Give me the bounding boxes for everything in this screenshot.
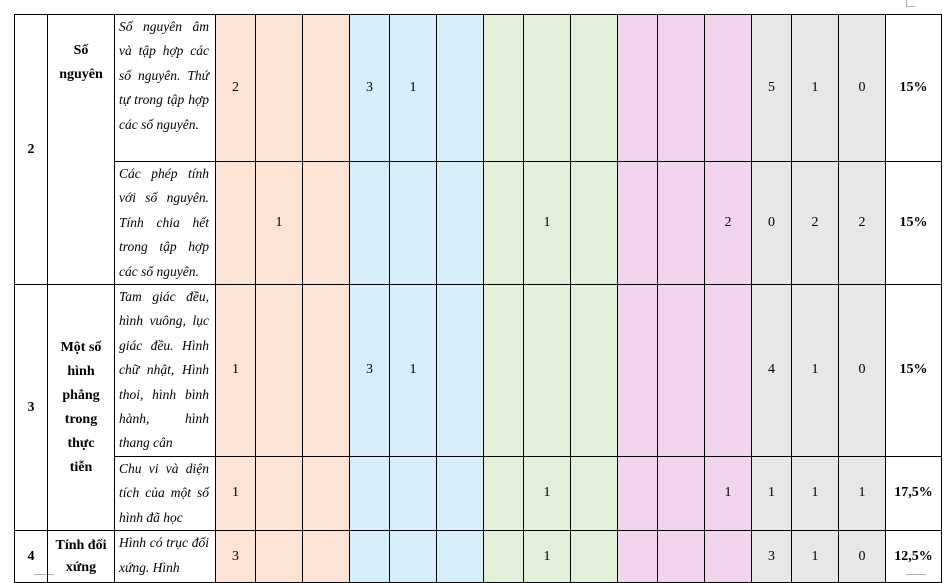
count-cell (617, 455, 658, 532)
count-cell (436, 284, 484, 457)
table-row: 2 Số nguyên Số nguyên âm và tập hợp các số… (14, 13, 942, 286)
count-cell (255, 455, 303, 532)
count-cell (657, 530, 705, 583)
count-cell: 1 (215, 455, 256, 532)
count-cell: 3 (215, 530, 256, 583)
count-cell: 4 (751, 284, 792, 457)
count-cell: 2 (704, 160, 752, 286)
count-cell (349, 160, 390, 286)
table-row: 4 Tính đối xứng Hình có trục đối xứng. Hìn… (14, 530, 942, 583)
count-cell: 2 (791, 160, 839, 286)
table-row: 3 Một số hình phẳng trong thực tiễn Tam gi… (14, 284, 942, 532)
count-cell (570, 284, 618, 457)
assessment-matrix-table: 2 Số nguyên Số nguyên âm và tập hợp các số… (14, 13, 942, 583)
count-cell (570, 530, 618, 583)
count-cell: 2 (215, 14, 256, 162)
count-cell (617, 160, 658, 286)
count-cell (704, 530, 752, 583)
count-cell: 1 (389, 14, 437, 162)
count-cell: 1 (751, 455, 792, 532)
count-cell: 3 (349, 14, 390, 162)
page-corner-mark (906, 0, 915, 7)
content-cell: Các phép tính với số nguyên. Tính chia h… (114, 160, 216, 286)
count-cell: 5 (751, 14, 792, 162)
topic-cell: Tính đối xứng (47, 530, 115, 583)
count-cell: 1 (791, 530, 839, 583)
percent-cell: 15% (885, 284, 942, 457)
percent-cell: 12,5% (885, 530, 942, 583)
count-cell: 1 (791, 14, 839, 162)
count-cell (302, 160, 350, 286)
count-cell: 1 (523, 160, 571, 286)
content-cell: Chu vi và diện tích của một số hình đã h… (114, 455, 216, 532)
count-cell (255, 530, 303, 583)
count-cell (302, 284, 350, 457)
count-cell (483, 284, 524, 457)
content-cell: Hình có trục đối xứng. Hình (114, 530, 216, 583)
count-cell: 1 (791, 455, 839, 532)
count-cell (302, 14, 350, 162)
count-cell (255, 14, 303, 162)
percent-cell: 17,5% (885, 455, 942, 532)
topic-cell: Một số hình phẳng trong thực tiễn (47, 284, 115, 532)
count-cell: 0 (838, 284, 886, 457)
count-cell (617, 530, 658, 583)
content-cell: Tam giác đều, hình vuông, lục giác đều. … (114, 284, 216, 457)
count-cell (704, 284, 752, 457)
count-cell: 1 (704, 455, 752, 532)
row-number: 3 (14, 284, 48, 532)
count-cell (302, 530, 350, 583)
count-cell (704, 14, 752, 162)
count-cell: 0 (838, 14, 886, 162)
count-cell: 0 (751, 160, 792, 286)
count-cell (389, 530, 437, 583)
count-cell (436, 455, 484, 532)
count-cell (255, 284, 303, 457)
count-cell (657, 14, 705, 162)
count-cell: 1 (838, 455, 886, 532)
count-cell (570, 14, 618, 162)
count-cell: 0 (838, 530, 886, 583)
count-cell: 3 (751, 530, 792, 583)
count-cell: 1 (523, 455, 571, 532)
percent-cell: 15% (885, 160, 942, 286)
count-cell (657, 284, 705, 457)
count-cell (657, 455, 705, 532)
row-number: 4 (14, 530, 48, 583)
count-cell (483, 14, 524, 162)
topic-cell: Số nguyên (47, 13, 115, 286)
count-cell (302, 455, 350, 532)
count-cell (617, 14, 658, 162)
count-cell: 1 (215, 284, 256, 457)
count-cell: 1 (523, 530, 571, 583)
count-cell (617, 284, 658, 457)
count-cell (436, 14, 484, 162)
count-cell (349, 455, 390, 532)
count-cell (483, 160, 524, 286)
count-cell (436, 530, 484, 583)
count-cell (483, 530, 524, 583)
count-cell (657, 160, 705, 286)
percent-cell: 15% (885, 14, 942, 162)
count-cell (523, 14, 571, 162)
content-cell: Số nguyên âm và tập hợp các số nguyên. T… (114, 14, 216, 162)
count-cell: 2 (838, 160, 886, 286)
count-cell (436, 160, 484, 286)
count-cell (349, 530, 390, 583)
count-cell: 1 (255, 160, 303, 286)
count-cell (570, 160, 618, 286)
row-number: 2 (14, 13, 48, 286)
count-cell: 3 (349, 284, 390, 457)
count-cell (389, 160, 437, 286)
count-cell: 1 (389, 284, 437, 457)
table-row: Các phép tính với số nguyên. Tính chia h… (15, 160, 942, 286)
count-cell (215, 160, 256, 286)
count-cell (523, 284, 571, 457)
count-cell (483, 455, 524, 532)
table-row: Chu vi và diện tích của một số hình đã h… (15, 455, 942, 532)
count-cell (570, 455, 618, 532)
count-cell (389, 455, 437, 532)
count-cell: 1 (791, 284, 839, 457)
